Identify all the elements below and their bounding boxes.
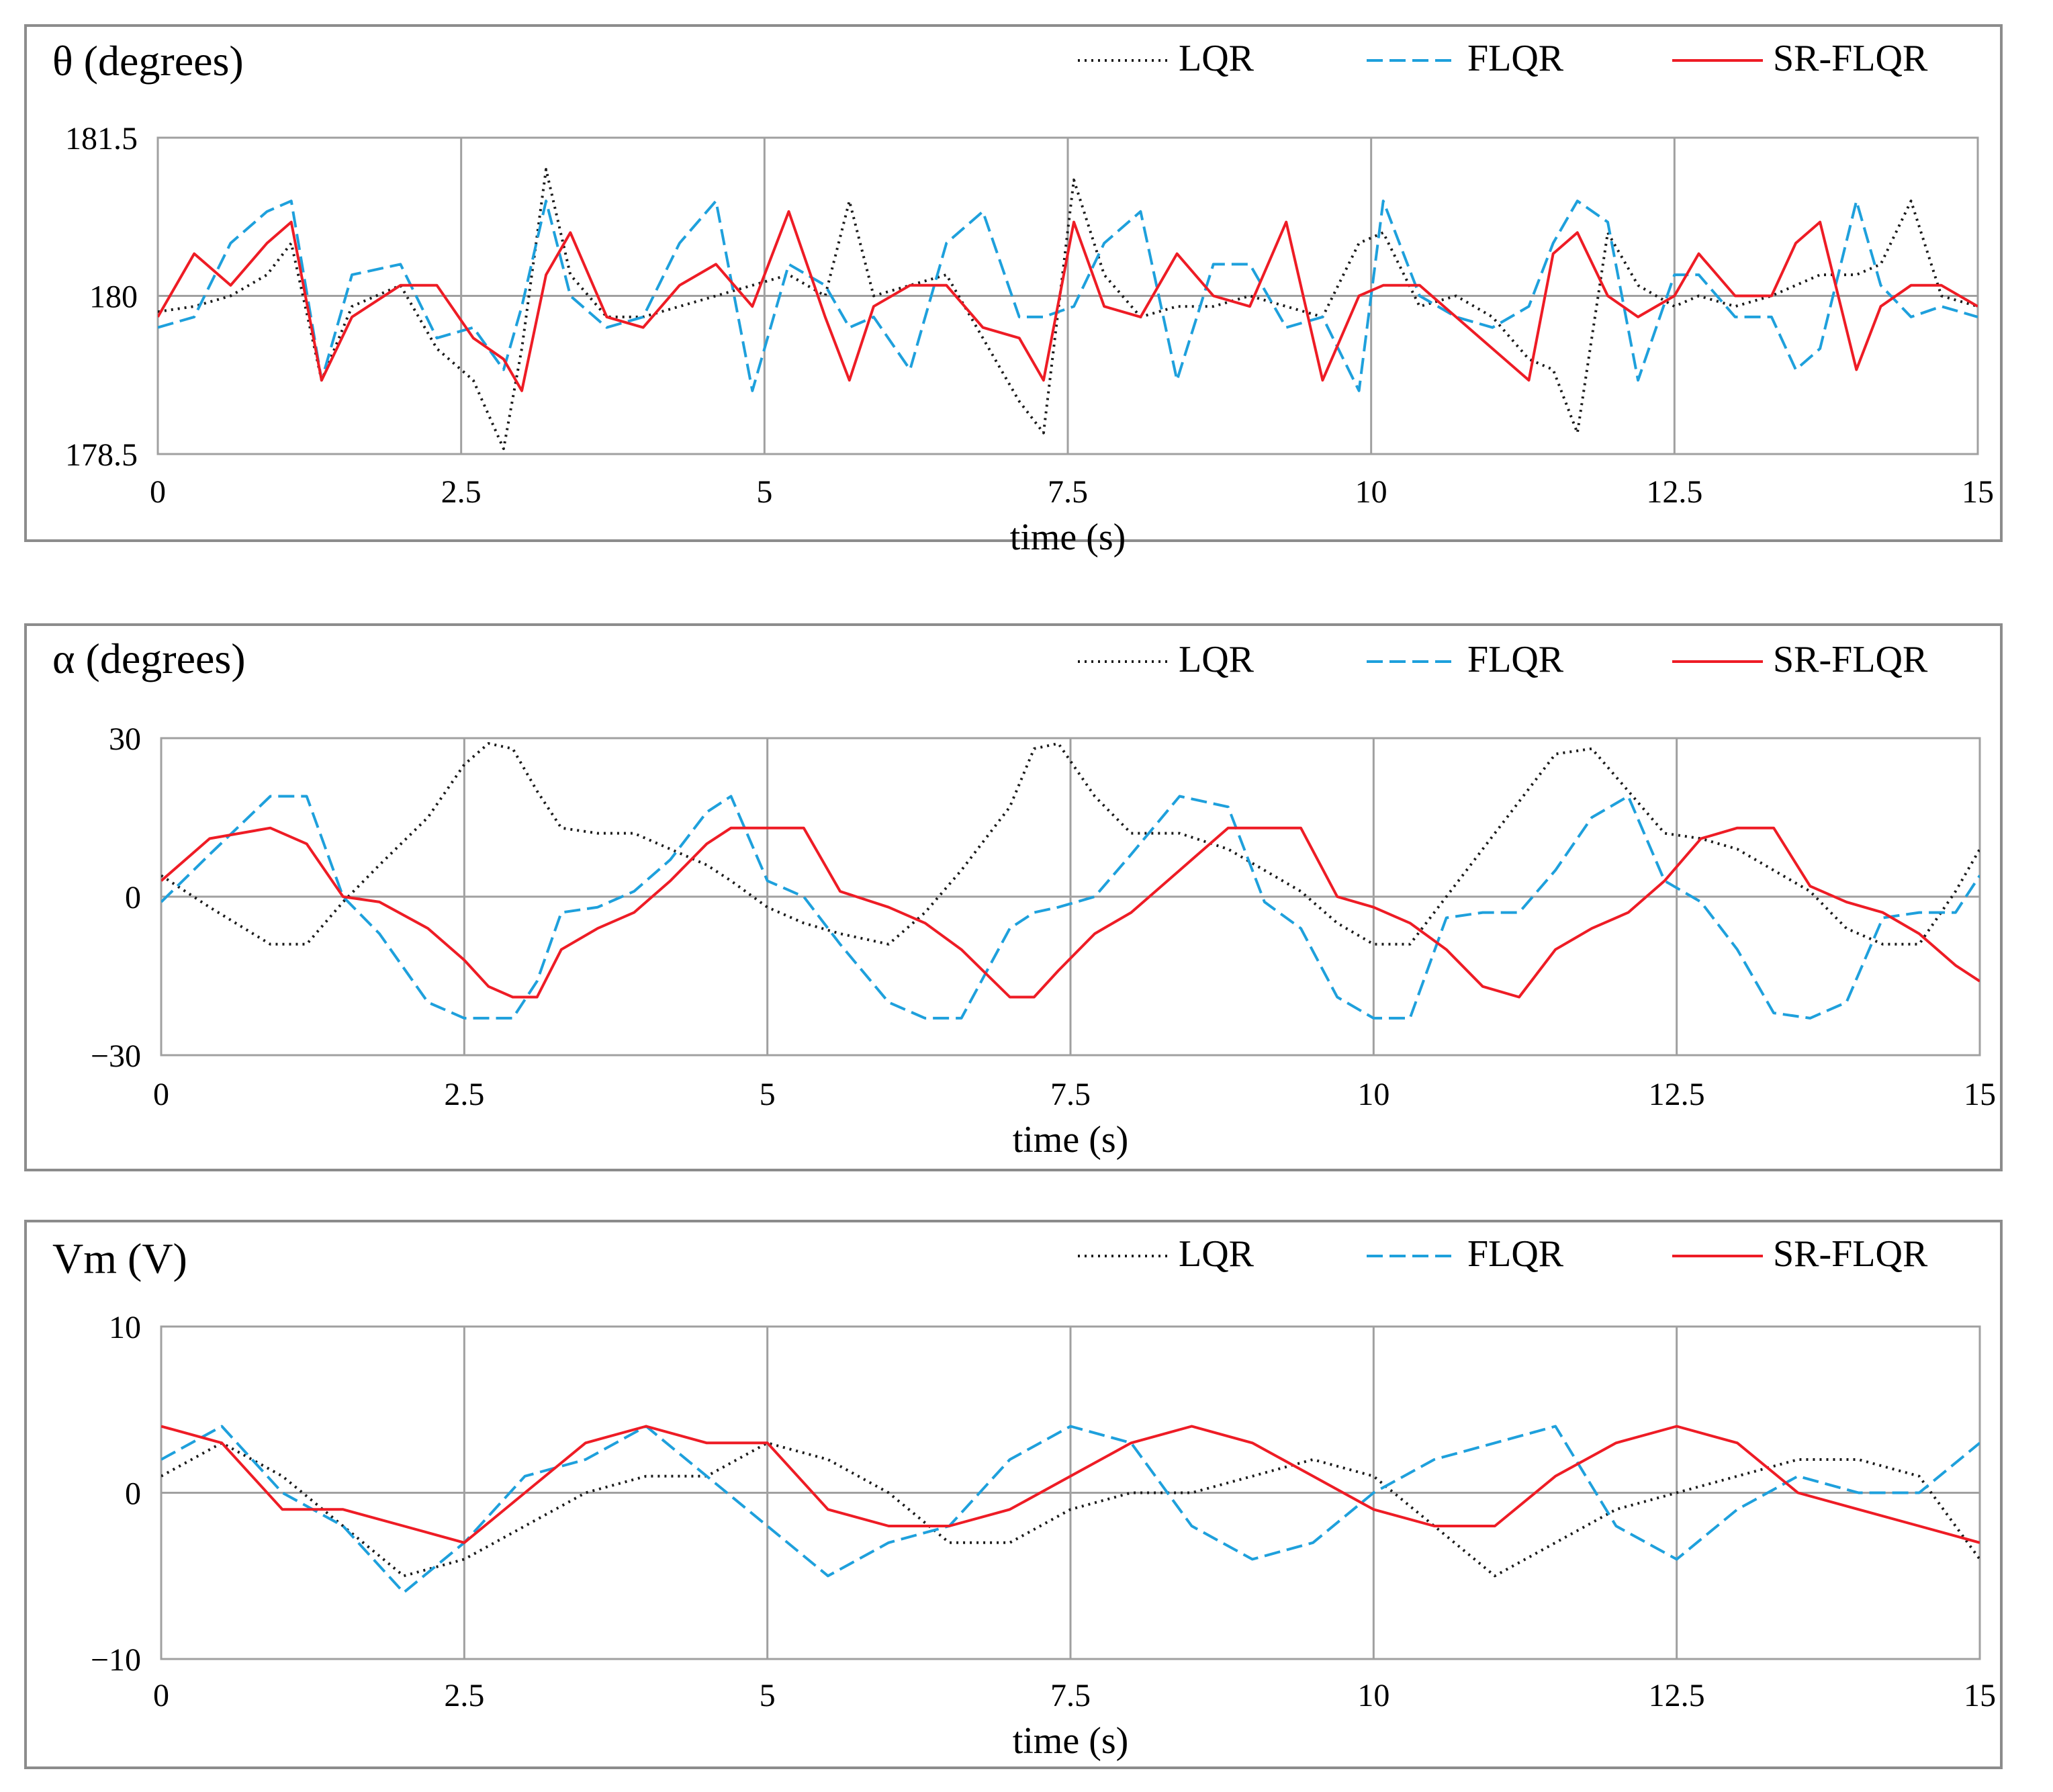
- series-line-sr-flqr: [161, 1425, 1980, 1544]
- panel-title: Vm (V): [52, 1235, 187, 1282]
- panel-3: 0 2.5 5 7.5 10 12.5 15 10 0 −10 Vm (V) time (s) LQR F…: [24, 1220, 2003, 1769]
- series-line-lqr: [161, 1441, 1980, 1578]
- x-tick-label: 12.5: [1649, 1077, 1705, 1112]
- x-tick-label: 2.5: [444, 1077, 484, 1112]
- panel-2: 0 2.5 5 7.5 10 12.5 15 30 0 −30 α (degrees) time (s…: [24, 623, 2003, 1171]
- x-tick-label: 2.5: [444, 1678, 484, 1713]
- legend-label-flqr: FLQR: [1467, 639, 1564, 680]
- y-tick-label: 10: [109, 1310, 141, 1345]
- x-axis-label: time (s): [1013, 1720, 1129, 1762]
- x-tick-label: 10: [1355, 474, 1387, 510]
- x-tick-label: 7.5: [1050, 1077, 1091, 1112]
- x-tick-label: 5: [760, 1678, 776, 1713]
- panel-title: θ (degrees): [52, 37, 244, 85]
- x-tick-label: 12.5: [1646, 474, 1702, 510]
- legend-label-lqr: LQR: [1179, 639, 1254, 680]
- x-tick-label: 5: [756, 474, 772, 510]
- series-line-lqr: [158, 168, 1978, 451]
- panel-frame: [24, 24, 2003, 542]
- x-axis-label: time (s): [1010, 517, 1126, 558]
- x-tick-label: 10: [1357, 1077, 1389, 1112]
- legend-label-flqr: FLQR: [1467, 38, 1564, 79]
- x-tick-label: 2.5: [441, 474, 482, 510]
- x-tick-label: 15: [1964, 1678, 1996, 1713]
- series-line-sr-flqr: [158, 210, 1978, 392]
- x-tick-label: 15: [1964, 1077, 1996, 1112]
- series-line-flqr: [158, 199, 1978, 392]
- y-tick-label: 180: [89, 279, 138, 315]
- y-tick-label: 181.5: [65, 121, 138, 156]
- panel-frame: [24, 1220, 2003, 1769]
- y-tick-label: 178.5: [65, 437, 138, 473]
- y-tick-label: 0: [125, 1476, 141, 1512]
- x-tick-label: 0: [153, 1678, 169, 1713]
- x-tick-label: 7.5: [1050, 1678, 1091, 1713]
- x-tick-label: 0: [150, 474, 166, 510]
- x-tick-label: 5: [760, 1077, 776, 1112]
- x-tick-label: 15: [1962, 474, 1994, 510]
- x-tick-label: 10: [1357, 1678, 1389, 1713]
- y-tick-label: −30: [91, 1038, 141, 1074]
- x-tick-label: 12.5: [1649, 1678, 1705, 1713]
- legend-label-sr-flqr: SR-FLQR: [1773, 38, 1928, 79]
- panel-1: 0 2.5 5 7.5 10 12.5 15 181.5 180 178.5 θ (degrees)…: [24, 24, 2003, 558]
- legend-label-flqr: FLQR: [1467, 1233, 1564, 1275]
- x-axis-label: time (s): [1013, 1119, 1129, 1161]
- panel-frame: [24, 623, 2003, 1171]
- legend-label-sr-flqr: SR-FLQR: [1773, 1233, 1928, 1275]
- x-tick-label: 0: [153, 1077, 169, 1112]
- series-line-flqr: [161, 795, 1980, 1020]
- y-tick-label: 0: [125, 880, 141, 915]
- series-line-sr-flqr: [161, 826, 1980, 999]
- legend-label-lqr: LQR: [1179, 1233, 1254, 1275]
- legend-label-lqr: LQR: [1179, 38, 1254, 79]
- y-tick-label: −10: [91, 1642, 141, 1678]
- legend-label-sr-flqr: SR-FLQR: [1773, 639, 1928, 680]
- panel-title: α (degrees): [52, 635, 246, 682]
- y-tick-label: 30: [109, 721, 141, 757]
- x-tick-label: 7.5: [1048, 474, 1088, 510]
